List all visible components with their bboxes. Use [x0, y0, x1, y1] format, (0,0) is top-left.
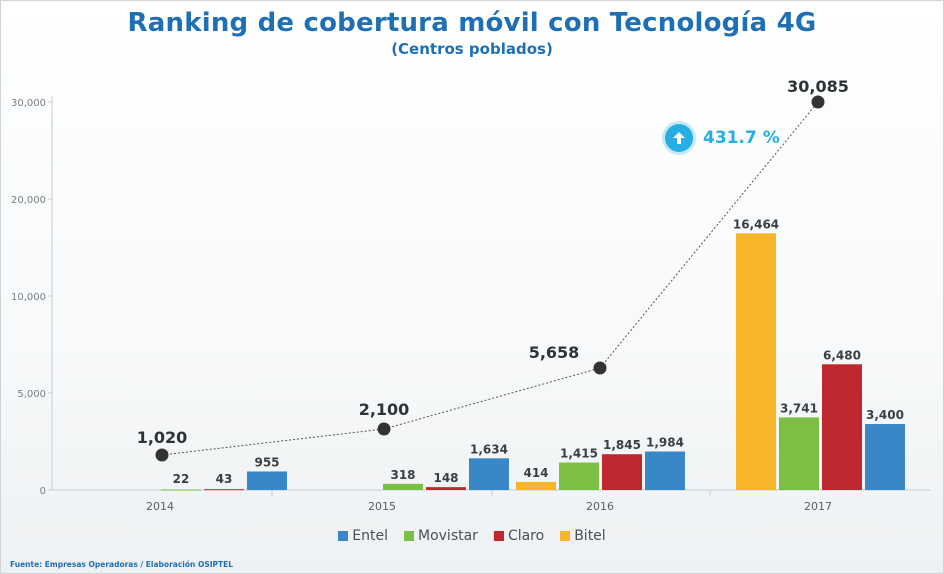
x-tick-label: 2016	[586, 500, 614, 513]
total-trend-line	[161, 101, 819, 456]
data-label-movistar-2015: 318	[390, 468, 415, 482]
data-label-entel-2017: 3,400	[866, 408, 904, 422]
total-label-2016: 5,658	[529, 343, 580, 362]
legend-item-bitel: Bitel	[560, 528, 606, 544]
legend-label: Bitel	[574, 528, 606, 544]
bar-movistar-2014	[161, 489, 201, 491]
data-label-entel-2014: 955	[254, 455, 279, 469]
data-label-claro-2014: 43	[216, 472, 233, 486]
data-label-claro-2016: 1,845	[603, 438, 641, 452]
y-tick-label: 30,000	[11, 98, 46, 109]
bar-entel-2014	[247, 471, 287, 490]
total-label-2015: 2,100	[359, 400, 410, 419]
bar-claro-2015	[426, 487, 466, 490]
bar-entel-2015	[469, 458, 509, 490]
source-note: Fuente: Empresas Operadoras / Elaboració…	[10, 560, 234, 569]
chart-legend: Entel Movistar Claro Bitel	[0, 528, 944, 544]
legend-label: Claro	[507, 528, 545, 544]
chart-subtitle: (Centros poblados)	[391, 40, 553, 58]
x-tick-label: 2015	[368, 500, 396, 513]
data-label-bitel-2017: 16,464	[733, 217, 779, 231]
bar-claro-2016	[602, 454, 642, 490]
legend-label: Movistar	[418, 528, 478, 544]
y-tick-label: 20,000	[11, 195, 46, 206]
bar-movistar-2016	[559, 462, 599, 490]
bar-claro-2017	[822, 364, 862, 490]
legend-item-claro: Claro	[493, 528, 545, 544]
bar-bitel-2017	[736, 233, 776, 490]
data-label-entel-2016: 1,984	[646, 436, 684, 450]
legend-swatch	[338, 531, 349, 541]
data-label-entel-2015: 1,634	[470, 442, 508, 456]
y-tick-label: 5,000	[17, 389, 46, 400]
total-label-2014: 1,020	[137, 428, 188, 447]
bar-movistar-2017	[779, 417, 819, 490]
x-tick-label: 2017	[804, 500, 832, 513]
bar-movistar-2015	[383, 483, 423, 490]
total-point-2016	[593, 361, 607, 375]
data-label-claro-2015: 148	[433, 471, 458, 485]
legend-swatch	[560, 531, 571, 541]
y-tick-label: 0	[40, 486, 46, 497]
legend-swatch	[493, 531, 504, 541]
total-point-2014	[155, 448, 169, 462]
bar-entel-2017	[865, 424, 905, 490]
legend-swatch	[404, 531, 414, 541]
data-label-movistar-2016: 1,415	[560, 447, 598, 461]
total-label-2017: 30,085	[787, 77, 849, 96]
arrow-up-icon	[665, 124, 693, 152]
legend-item-movistar: Movistar	[404, 528, 478, 544]
data-label-claro-2017: 6,480	[823, 348, 861, 362]
bar-claro-2014	[204, 489, 244, 491]
growth-annotation: 431.7 %	[665, 124, 780, 152]
x-tick-label: 2014	[146, 500, 174, 513]
data-label-bitel-2016: 414	[523, 466, 548, 480]
data-label-movistar-2014: 22	[173, 472, 190, 486]
growth-value: 431.7 %	[703, 128, 780, 148]
chart-title: Ranking de cobertura móvil con Tecnologí…	[127, 8, 817, 38]
data-label-movistar-2017: 3,741	[780, 401, 818, 415]
total-point-2015	[377, 422, 391, 436]
total-point-2017	[811, 95, 825, 109]
bar-entel-2016	[645, 451, 685, 490]
y-tick-label: 10,000	[11, 292, 46, 303]
legend-item-entel: Entel	[338, 528, 388, 544]
legend-label: Entel	[352, 528, 388, 544]
bar-bitel-2016	[516, 481, 556, 490]
